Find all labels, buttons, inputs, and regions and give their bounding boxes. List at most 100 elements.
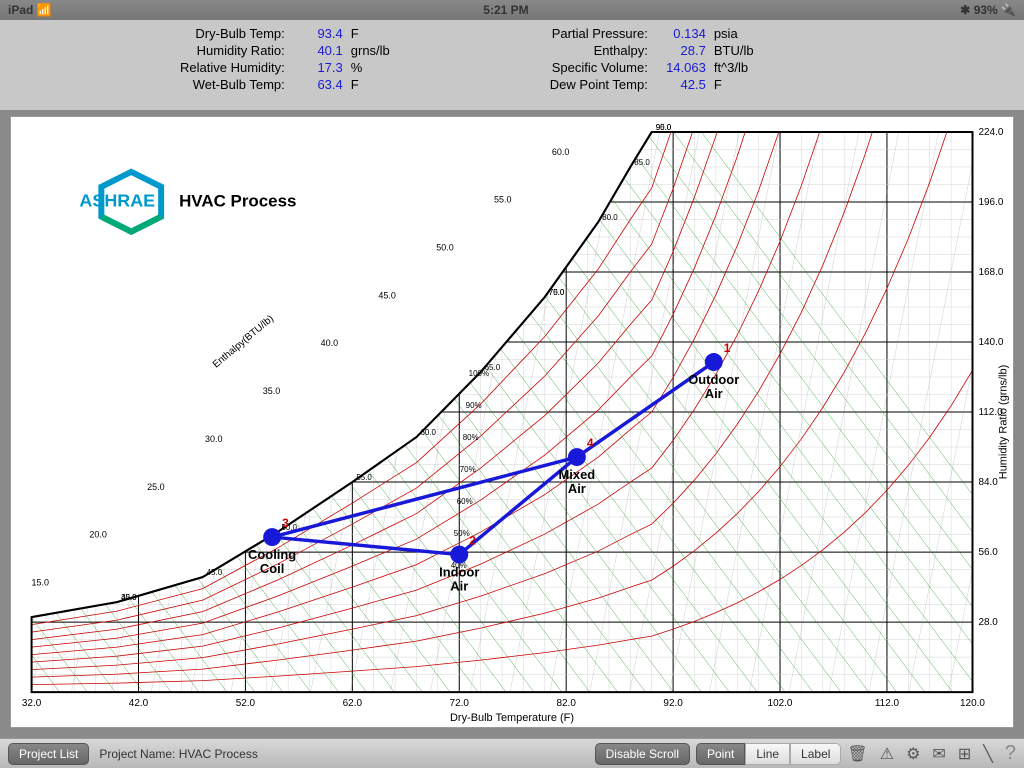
mode-segment: Point Line Label [696, 743, 841, 765]
help-icon[interactable]: ? [1005, 742, 1016, 765]
property-value: 93.4 [293, 26, 343, 41]
property-unit: ft^3/lb [714, 60, 754, 75]
warning-icon[interactable]: ⚠ [880, 744, 894, 764]
svg-text:100%: 100% [469, 369, 489, 378]
svg-text:45.0: 45.0 [207, 568, 223, 577]
property-value: 63.4 [293, 77, 343, 92]
grid-icon[interactable]: ⊞ [958, 744, 971, 764]
svg-text:82.0: 82.0 [556, 698, 576, 709]
svg-text:52.0: 52.0 [236, 698, 256, 709]
svg-text:55.0: 55.0 [494, 195, 511, 205]
property-value: 17.3 [293, 60, 343, 75]
svg-text:Mixed: Mixed [559, 467, 596, 482]
svg-text:95.0: 95.0 [656, 123, 672, 132]
svg-text:Air: Air [568, 481, 586, 496]
line-tool-icon[interactable]: ╲ [983, 744, 993, 764]
svg-text:HVAC Process: HVAC Process [179, 192, 296, 211]
property-label: Enthalpy: [550, 43, 648, 58]
property-unit: grns/lb [351, 43, 390, 58]
svg-text:42.0: 42.0 [129, 698, 149, 709]
project-list-button[interactable]: Project List [8, 743, 89, 765]
svg-text:55.0: 55.0 [356, 473, 372, 482]
svg-text:50%: 50% [454, 529, 470, 538]
svg-text:1: 1 [724, 341, 731, 355]
svg-text:70%: 70% [460, 465, 476, 474]
svg-text:80%: 80% [463, 433, 479, 442]
property-unit: BTU/lb [714, 43, 754, 58]
property-label: Relative Humidity: [180, 60, 285, 75]
svg-text:92.0: 92.0 [663, 698, 683, 709]
property-unit: F [351, 26, 390, 41]
svg-text:56.0: 56.0 [978, 547, 998, 558]
project-name-label: Project Name: HVAC Process [99, 747, 258, 761]
svg-text:140.0: 140.0 [978, 337, 1003, 348]
property-value: 0.134 [656, 26, 706, 41]
svg-text:15.0: 15.0 [32, 577, 49, 587]
line-mode-button[interactable]: Line [745, 743, 790, 765]
status-device: iPad 📶 [8, 3, 52, 17]
svg-text:60.0: 60.0 [552, 147, 569, 157]
svg-text:32.0: 32.0 [22, 698, 42, 709]
label-mode-button[interactable]: Label [790, 743, 841, 765]
svg-text:120.0: 120.0 [960, 698, 985, 709]
svg-text:85.0: 85.0 [634, 158, 650, 167]
svg-text:84.0: 84.0 [978, 477, 998, 488]
property-unit: % [351, 60, 390, 75]
property-label: Dry-Bulb Temp: [180, 26, 285, 41]
svg-text:90%: 90% [466, 401, 482, 410]
svg-text:40.0: 40.0 [321, 338, 338, 348]
svg-text:102.0: 102.0 [768, 698, 793, 709]
svg-text:25.0: 25.0 [147, 482, 164, 492]
property-value: 42.5 [656, 77, 706, 92]
svg-text:80.0: 80.0 [602, 213, 618, 222]
property-label: Wet-Bulb Temp: [180, 77, 285, 92]
svg-text:50.0: 50.0 [436, 243, 453, 253]
svg-text:196.0: 196.0 [978, 197, 1003, 208]
svg-text:Dry-Bulb Temperature (F): Dry-Bulb Temperature (F) [450, 712, 574, 724]
svg-text:40.0: 40.0 [121, 593, 137, 602]
svg-text:168.0: 168.0 [978, 267, 1003, 278]
property-unit: F [351, 77, 390, 92]
svg-text:224.0: 224.0 [978, 127, 1003, 138]
svg-text:Coil: Coil [260, 561, 284, 576]
disable-scroll-button[interactable]: Disable Scroll [595, 743, 690, 765]
property-unit: psia [714, 26, 754, 41]
svg-text:28.0: 28.0 [978, 617, 998, 628]
property-label: Dew Point Temp: [550, 77, 648, 92]
svg-text:45.0: 45.0 [378, 290, 395, 300]
point-mode-button[interactable]: Point [696, 743, 745, 765]
svg-text:Cooling: Cooling [248, 547, 296, 562]
property-value: 14.063 [656, 60, 706, 75]
svg-text:Enthalpy(BTU/lb): Enthalpy(BTU/lb) [211, 313, 276, 370]
svg-text:4: 4 [587, 436, 594, 450]
gear-icon[interactable]: ⚙ [906, 744, 920, 764]
svg-text:112.0: 112.0 [875, 698, 900, 709]
property-value: 28.7 [656, 43, 706, 58]
svg-text:Air: Air [705, 386, 723, 401]
property-label: Specific Volume: [550, 60, 648, 75]
svg-text:Humidity Ratio (grns/lb): Humidity Ratio (grns/lb) [997, 365, 1009, 479]
svg-text:Air: Air [450, 578, 468, 593]
svg-text:30.0: 30.0 [205, 434, 222, 444]
info-panel: Dry-Bulb Temp: 93.4 F Humidity Ratio: 40.1 gr… [0, 20, 1024, 110]
svg-text:35.0: 35.0 [263, 386, 280, 396]
svg-text:Indoor: Indoor [439, 565, 479, 580]
status-time: 5:21 PM [52, 3, 961, 17]
svg-text:20.0: 20.0 [89, 530, 106, 540]
property-unit: F [714, 77, 754, 92]
svg-text:60%: 60% [457, 497, 473, 506]
trash-icon[interactable]: 🗑 [847, 744, 867, 764]
bottom-toolbar: Project List Project Name: HVAC Process … [0, 738, 1024, 768]
svg-text:75.0: 75.0 [549, 288, 565, 297]
svg-text:2: 2 [469, 534, 476, 548]
mail-icon[interactable]: ✉ [932, 744, 945, 764]
property-value: 40.1 [293, 43, 343, 58]
property-label: Partial Pressure: [550, 26, 648, 41]
svg-text:62.0: 62.0 [343, 698, 363, 709]
status-bar: iPad 📶 5:21 PM ✱ 93% 🔌 [0, 0, 1024, 20]
svg-text:72.0: 72.0 [450, 698, 470, 709]
property-label: Humidity Ratio: [180, 43, 285, 58]
status-battery: ✱ 93% 🔌 [960, 3, 1016, 17]
svg-text:60.0: 60.0 [420, 428, 436, 437]
psychrometric-chart[interactable]: 32.042.052.062.072.082.092.0102.0112.012… [10, 116, 1014, 728]
